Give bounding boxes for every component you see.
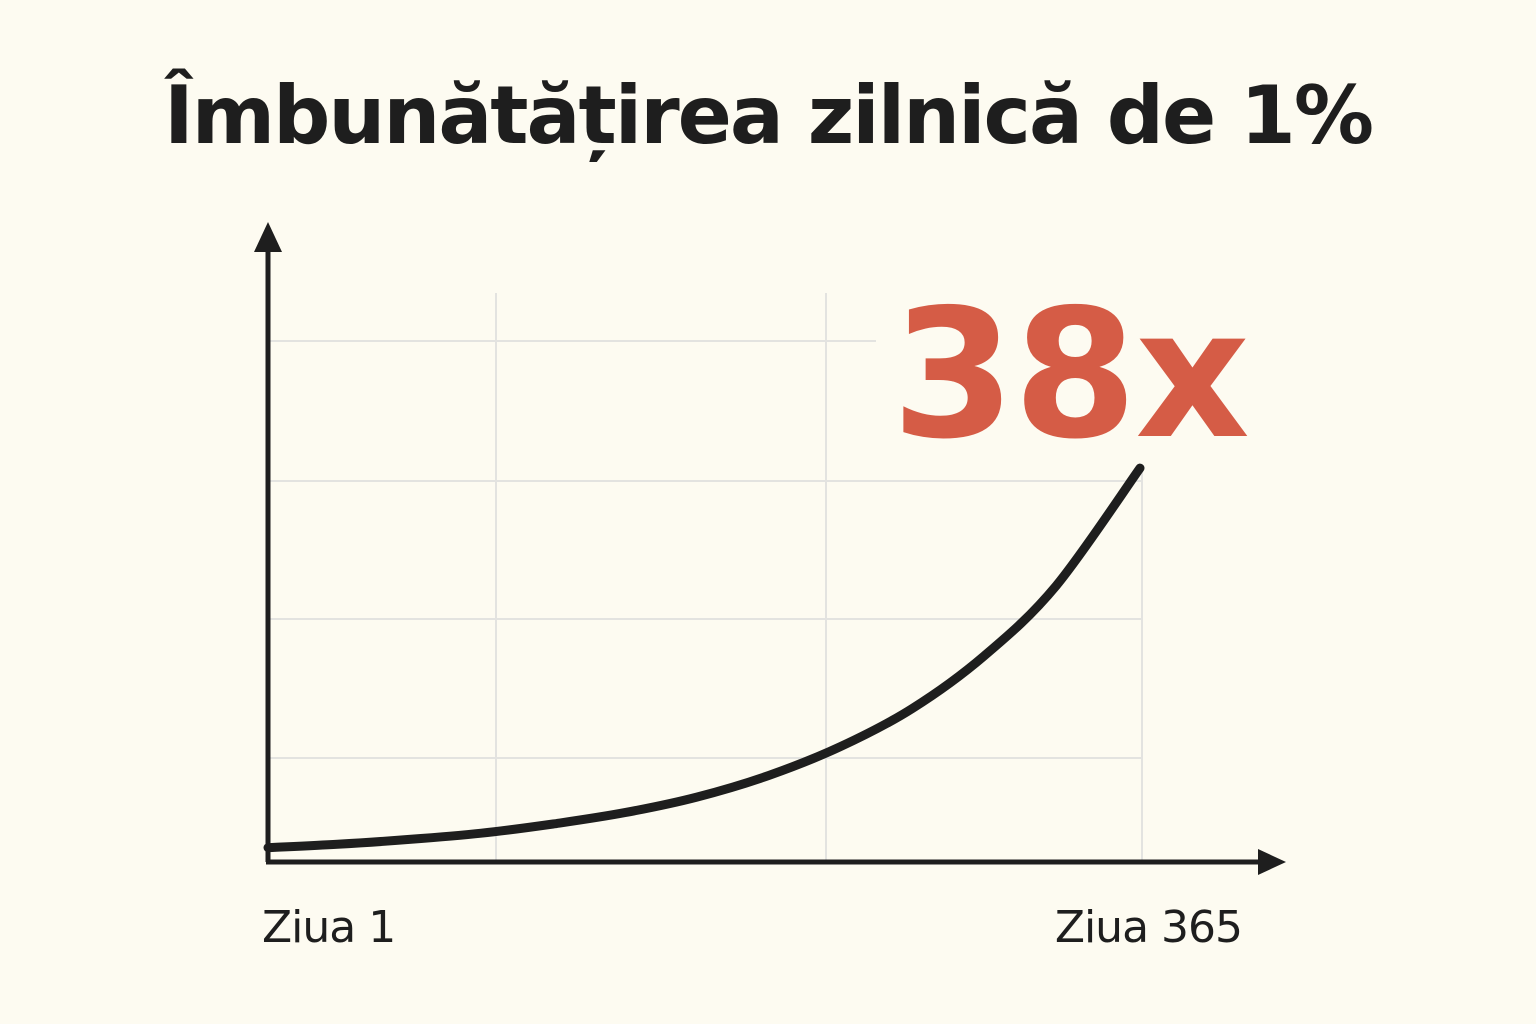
multiplier-callout: 38x: [891, 271, 1248, 478]
x-axis-arrow: [1258, 849, 1286, 875]
chart-title: Îmbunătățirea zilnică de 1%: [164, 69, 1374, 162]
y-axis-arrow: [254, 222, 282, 252]
series-line: [263, 463, 1145, 853]
x-tick-label-start: Ziua 1: [262, 902, 395, 953]
x-tick-label-end: Ziua 365: [1055, 902, 1242, 953]
grid: [268, 293, 1143, 860]
